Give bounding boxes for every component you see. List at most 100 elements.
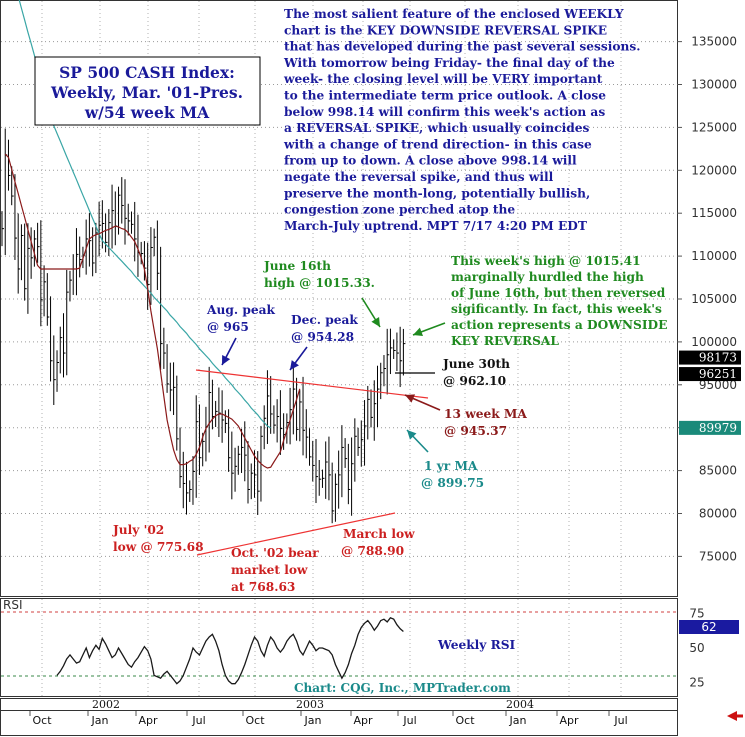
ma-13-week-line — [4, 153, 301, 469]
commentary-line: to the intermediate term price outlook. … — [284, 89, 606, 103]
month-label: Oct — [245, 714, 265, 727]
weekly-high-annotation-line-1: This week's high @ 1015.41 — [451, 254, 641, 268]
month-axis-frame — [0, 710, 678, 736]
price-tick-label: 105000 — [691, 292, 737, 306]
resistance-trendline — [195, 369, 429, 399]
ma13-annotation-line-2: @ 945.37 — [444, 424, 507, 438]
commentary-line: With tomorrow being Friday- the final da… — [283, 56, 615, 70]
rsi-series-label: Weekly RSI — [437, 638, 516, 652]
ma13-annotation-line-1: 13 week MA — [444, 407, 527, 421]
aug-peak-annotation-line-1: Aug. peak — [206, 303, 275, 317]
price-axis-labels: 135000 130000 125000 120000 115000 110000 1050… — [691, 35, 737, 564]
march-low-annotation-line-1: March low — [343, 527, 415, 541]
rsi-value-label: 62 — [701, 620, 716, 634]
june16-annotation-line-2: high @ 1015.33. — [264, 276, 375, 290]
rsi-axis-labels: 75 50 25 — [689, 607, 704, 690]
price-tick-label: 120000 — [691, 163, 737, 177]
june16-arrow-head — [371, 316, 380, 327]
dec-peak-annotation-line-1: Dec. peak — [291, 313, 358, 327]
june16-annotation-line-1: June 16th — [263, 259, 331, 273]
month-label: Jan — [304, 714, 322, 727]
month-label: Jan — [509, 714, 527, 727]
commentary-line: preserve the month-long, potentially bul… — [284, 186, 590, 200]
weekly-high-arrow-head — [413, 327, 424, 337]
month-label: Oct — [455, 714, 475, 727]
price-tick-label: 115000 — [691, 206, 737, 220]
weekly-price-bars — [1, 128, 406, 524]
month-label: Apr — [138, 714, 158, 727]
commentary-line: negate the reversal spike, and thus will — [284, 170, 554, 184]
price-tag-label: 96251 — [699, 367, 737, 381]
march-low-annotation-line-2: @ 788.90 — [341, 544, 404, 558]
commentary-line: from up to down. A close above 998.14 wi… — [284, 154, 577, 168]
commentary-line: The most salient feature of the enclosed… — [284, 7, 624, 21]
chart-title-line-3: w/54 week MA — [84, 103, 210, 122]
price-tick-label: 95000 — [699, 378, 737, 392]
oct02-low-annotation-line-2: market low — [231, 563, 308, 577]
ma54-annotation-line-1: 1 yr MA — [424, 459, 478, 473]
price-tags: 98173 96251 89979 — [679, 350, 741, 435]
title-box — [34, 56, 261, 126]
commentary-line: chart is the KEY DOWNSIDE REVERSAL SPIKE — [284, 23, 607, 37]
weekly-high-annotation-line-6: KEY REVERSAL — [451, 334, 559, 348]
month-label: Jul — [402, 714, 416, 727]
trendlines — [195, 369, 435, 556]
dec-peak-arrow-head — [290, 360, 299, 370]
rsi-panel-frame — [0, 598, 678, 697]
aug-peak-arrow-head — [222, 354, 231, 365]
year-labels: 2002 2003 2004 — [92, 698, 534, 711]
price-tag-bg — [679, 350, 741, 365]
ma54-arrow-head — [407, 430, 417, 440]
price-tick-label: 135000 — [691, 35, 737, 49]
price-tick-label: 85000 — [699, 464, 737, 478]
chart-credit: Chart: CQG, Inc., MPTrader.com — [294, 681, 511, 695]
chart-title-line-2: Weekly, Mar. '01-Pres. — [50, 83, 243, 102]
price-tag-bg — [679, 420, 741, 435]
june30-annotation-line-1: June 30th — [442, 357, 510, 371]
month-label: Jan — [91, 714, 109, 727]
july02-low-annotation-line-1: July '02 — [112, 523, 164, 537]
price-tick-label: 110000 — [691, 249, 737, 263]
month-label: Jul — [613, 714, 627, 727]
aug-peak-annotation-line-2: @ 965 — [207, 320, 249, 334]
commentary-line: March-July uptrend. MPT 7/17 4:20 PM EDT — [284, 219, 587, 233]
rsi-tick-label: 25 — [689, 675, 704, 689]
rsi-tick-label: 75 — [689, 607, 704, 621]
ma54-annotation-line-2: @ 899.75 — [421, 476, 484, 490]
annotation-arrows — [221, 297, 446, 453]
dec-peak-annotation-line-2: @ 954.28 — [291, 330, 354, 344]
weekly-high-annotation-line-2: marginally hurdled the high — [451, 270, 644, 284]
support-trendline — [196, 512, 396, 556]
rsi-line — [56, 617, 404, 685]
commentary-line: that has developed during the past sever… — [284, 40, 640, 54]
commentary-line: congestion zone perched atop the — [284, 203, 515, 217]
oct02-low-annotation-line-1: Oct. '02 bear — [231, 546, 319, 560]
month-label: Apr — [353, 714, 373, 727]
price-tag-label: 98173 — [699, 351, 737, 365]
commentary-line: week- the closing level will be VERY imp… — [283, 72, 603, 86]
price-tag-bg — [679, 367, 741, 382]
chart-title-line-1: SP 500 CASH Index: — [59, 63, 235, 82]
price-tick-label: 125000 — [691, 120, 737, 134]
oct02-low-annotation-line-3: at 768.63 — [231, 580, 295, 594]
year-label-2004: 2004 — [506, 698, 534, 711]
july02-low-annotation-line-2: low @ 775.68 — [113, 540, 204, 554]
weekly-high-annotation-line-5: action represents a DOWNSIDE — [451, 318, 667, 332]
commentary-line: a REVERSAL SPIKE, which usually coincide… — [284, 121, 589, 135]
commentary-line: below 998.14 will confirm this week's ac… — [284, 105, 605, 119]
year-label-2003: 2003 — [296, 698, 324, 711]
price-tick-label: 100000 — [691, 335, 737, 349]
scroll-left-arrow-icon[interactable] — [727, 711, 737, 721]
year-label-2002: 2002 — [92, 698, 120, 711]
commentary: The most salient feature of the enclosed… — [283, 7, 640, 233]
month-label: Oct — [32, 714, 52, 727]
price-tick-label: 130000 — [691, 78, 737, 92]
weekly-high-annotation-line-4: sigificantly. In fact, this week's — [451, 302, 662, 316]
rsi-panel-label: RSI — [3, 598, 23, 612]
commentary-line: with a change of trend direction- in thi… — [283, 137, 592, 151]
rsi-value-tag — [679, 620, 739, 634]
weekly-high-annotation-line-3: of June 16th, but then reversed — [451, 286, 666, 300]
price-tick-label: 75000 — [699, 549, 737, 563]
rsi-tick-label: 50 — [689, 641, 704, 655]
annotations: June 16th high @ 1015.33. This week's hi… — [112, 254, 667, 594]
